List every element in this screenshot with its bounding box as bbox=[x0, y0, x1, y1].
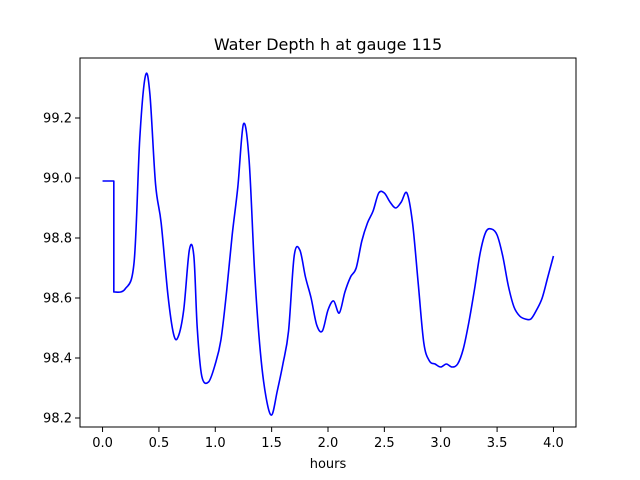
y-tick-label: 98.4 bbox=[43, 352, 72, 367]
x-tick-label: 2.5 bbox=[374, 436, 395, 451]
y-axis-ticks: 98.2 98.4 98.6 98.8 99.0 99.2 bbox=[43, 112, 80, 427]
y-tick-label: 98.6 bbox=[43, 292, 72, 307]
x-axis-label: hours bbox=[310, 457, 347, 472]
plot-area-background bbox=[80, 58, 576, 427]
y-tick-label: 98.2 bbox=[43, 412, 72, 427]
y-tick-label: 98.8 bbox=[43, 232, 72, 247]
series-line-0 bbox=[102, 72, 555, 416]
x-tick-label: 1.0 bbox=[205, 436, 226, 451]
x-tick-label: 4.0 bbox=[543, 436, 564, 451]
x-tick-label: 2.0 bbox=[318, 436, 339, 451]
x-axis-ticks: 0.0 0.5 1.0 1.5 2.0 2.5 3.0 3.5 4.0 bbox=[92, 427, 564, 451]
y-tick-label: 99.0 bbox=[43, 172, 72, 187]
plot-content bbox=[102, 72, 555, 416]
x-tick-label: 0.0 bbox=[92, 436, 113, 451]
chart-title: Water Depth h at gauge 115 bbox=[214, 35, 442, 54]
x-tick-label: 1.5 bbox=[261, 436, 282, 451]
y-tick-label: 99.2 bbox=[43, 112, 72, 127]
x-tick-label: 3.0 bbox=[430, 436, 451, 451]
x-tick-label: 3.5 bbox=[487, 436, 508, 451]
x-tick-label: 0.5 bbox=[149, 436, 170, 451]
